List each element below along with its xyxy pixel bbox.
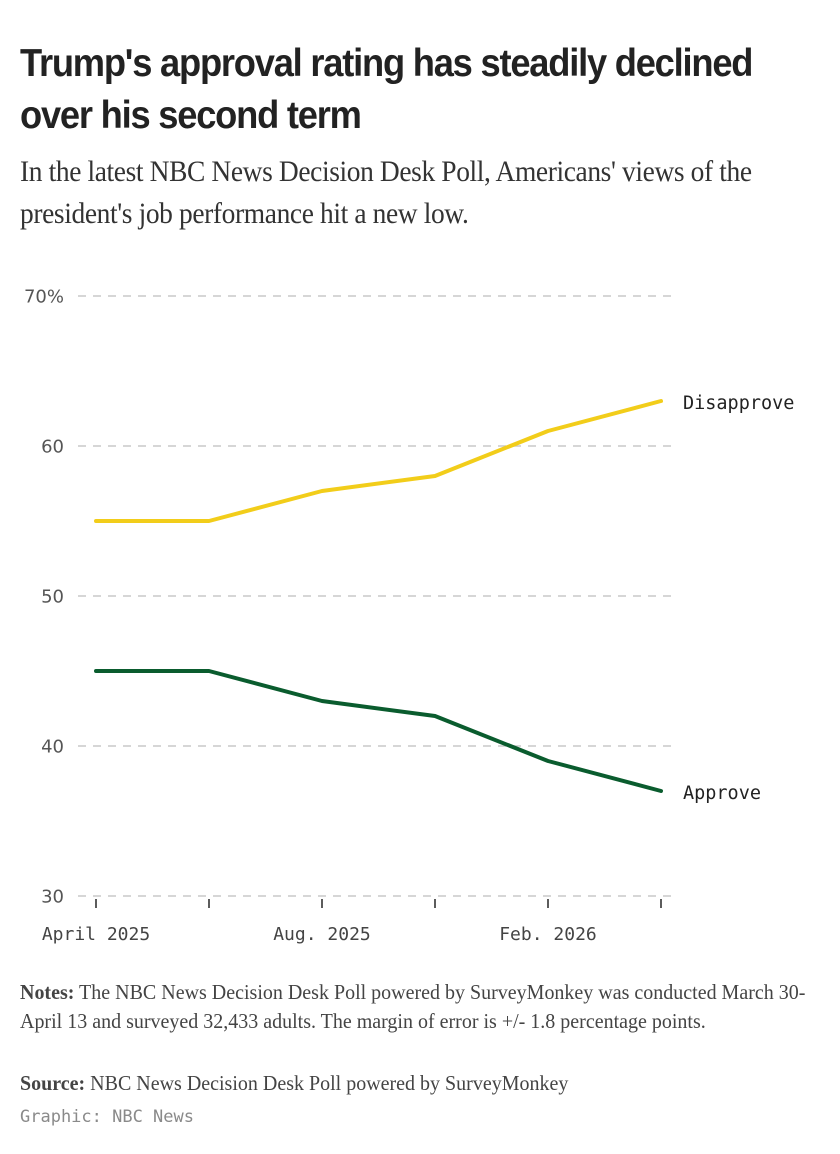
notes-text: The NBC News Decision Desk Poll powered … xyxy=(20,980,806,1033)
y-tick-label: 40 xyxy=(41,737,64,758)
notes-label: Notes: xyxy=(20,980,75,1004)
x-tick-label: Feb. 2026 xyxy=(499,924,597,945)
x-tick-label: April 2025 xyxy=(42,924,150,945)
y-axis: 30 40 50 60 70% xyxy=(24,287,64,908)
series-label-approve: Approve xyxy=(683,783,761,804)
line-chart: 30 40 50 60 70% April 2025 Aug. 2025 Feb. 2026… xyxy=(24,287,794,946)
graphic-credit: Graphic: NBC News xyxy=(20,1107,194,1127)
y-tick-label: 50 xyxy=(41,587,64,608)
x-tick-label: Aug. 2025 xyxy=(273,924,371,945)
y-tick-label: 60 xyxy=(41,437,64,458)
source-text: NBC News Decision Desk Poll powered by S… xyxy=(85,1071,569,1095)
y-tick-label: 30 xyxy=(41,887,64,908)
series-label-disapprove: Disapprove xyxy=(683,393,794,414)
source-label: Source: xyxy=(20,1071,86,1095)
series-labels: Disapprove Approve xyxy=(683,393,794,804)
x-axis: April 2025 Aug. 2025 Feb. 2026 xyxy=(42,899,662,945)
chart-title: Trump's approval rating has steadily dec… xyxy=(20,42,753,137)
chart-subtitle: In the latest NBC News Decision Desk Pol… xyxy=(20,156,752,230)
series-line-approve xyxy=(94,669,663,793)
notes: Notes: The NBC News Decision Desk Poll p… xyxy=(20,978,820,1036)
series-line-disapprove xyxy=(94,399,663,523)
gridlines xyxy=(78,295,676,897)
y-tick-label: 70% xyxy=(24,287,64,308)
source: Source: NBC News Decision Desk Poll powe… xyxy=(20,1069,820,1098)
series-lines xyxy=(94,399,663,793)
